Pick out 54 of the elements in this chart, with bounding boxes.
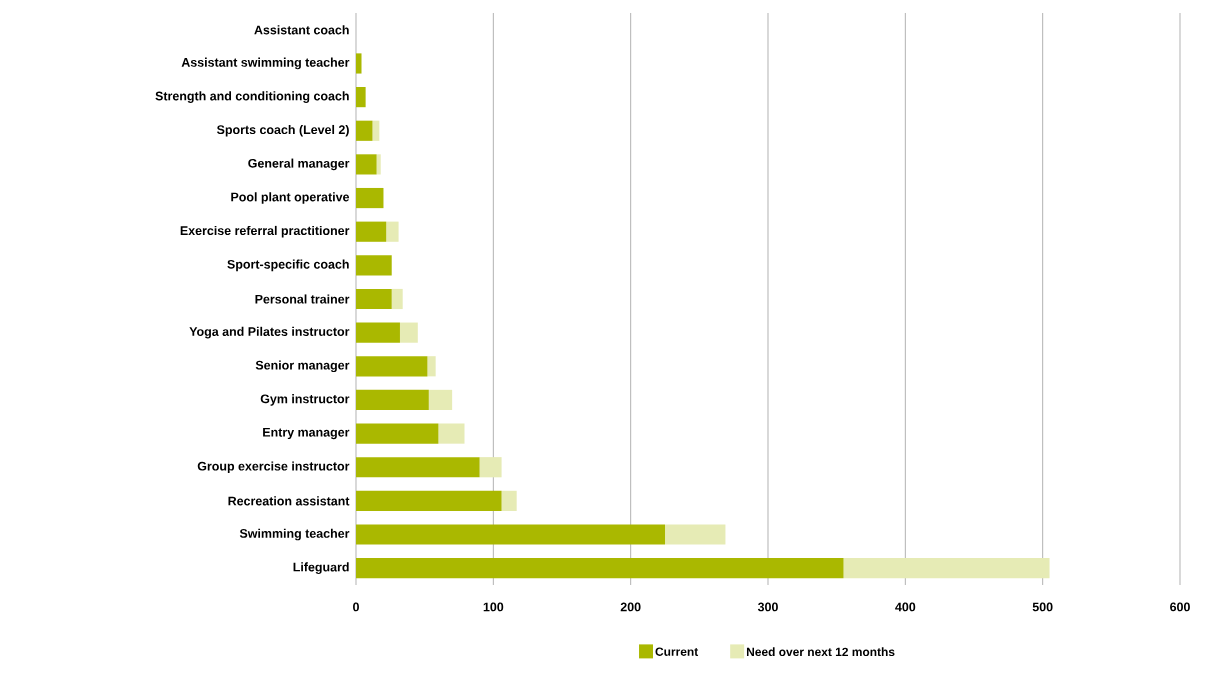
bar bbox=[399, 322, 418, 343]
bar bbox=[356, 524, 666, 545]
bar bbox=[356, 490, 502, 511]
bar bbox=[356, 356, 428, 377]
x-tick-label: 400 bbox=[895, 602, 916, 612]
y-tick-label: Gym instructor bbox=[260, 394, 350, 406]
bar bbox=[376, 154, 381, 175]
bar bbox=[438, 423, 465, 444]
y-tick-label: Lifeguard bbox=[293, 562, 349, 574]
legend-label: Need over next 12 months bbox=[746, 647, 895, 657]
y-tick-label: Assistant coach bbox=[254, 25, 349, 35]
bar bbox=[356, 457, 480, 478]
y-tick-label: Strength and conditioning coach bbox=[155, 91, 349, 103]
bar bbox=[356, 322, 400, 343]
y-tick-label: General manager bbox=[248, 158, 350, 171]
y-tick-label: Personal trainer bbox=[255, 294, 350, 304]
x-tick-label: 300 bbox=[757, 602, 778, 612]
bar bbox=[356, 423, 439, 444]
y-tick-label: Swimming teacher bbox=[239, 528, 350, 541]
bar bbox=[356, 221, 387, 242]
x-tick-label: 100 bbox=[483, 602, 504, 612]
bar bbox=[479, 457, 502, 478]
y-tick-label: Pool plant operative bbox=[231, 192, 350, 204]
bar bbox=[391, 288, 403, 310]
bar bbox=[665, 524, 726, 545]
y-tick-label: Sports coach (Level 2) bbox=[216, 124, 349, 137]
y-tick-label: Senior manager bbox=[255, 360, 350, 373]
x-tick-label: 500 bbox=[1032, 602, 1053, 612]
y-tick-label: Yoga and Pilates instructor bbox=[189, 326, 350, 339]
bar bbox=[356, 187, 384, 209]
bar bbox=[356, 120, 373, 141]
bar bbox=[372, 120, 380, 141]
x-tick-label: 200 bbox=[620, 602, 641, 612]
y-tick-label: Recreation assistant bbox=[228, 496, 350, 506]
bar bbox=[356, 154, 377, 175]
bar bbox=[501, 490, 517, 511]
x-tick-label: 600 bbox=[1170, 602, 1190, 612]
bar bbox=[356, 288, 392, 310]
bar bbox=[356, 558, 844, 579]
y-tick-label: Entry manager bbox=[263, 427, 350, 440]
y-tick-label: Assistant swimming teacher bbox=[181, 57, 350, 70]
y-tick-label: Group exercise instructor bbox=[197, 461, 350, 474]
bar bbox=[356, 53, 362, 74]
bar bbox=[843, 558, 1050, 579]
bar bbox=[386, 221, 399, 242]
bar bbox=[428, 389, 453, 411]
y-tick-label: Exercise referral practitioner bbox=[180, 225, 350, 238]
y-tick-label: Sport-specific coach bbox=[227, 259, 349, 272]
legend-label: Current bbox=[655, 647, 699, 656]
x-tick-label: 0 bbox=[353, 602, 359, 612]
bar bbox=[356, 389, 429, 411]
bar bbox=[356, 87, 366, 108]
bar bbox=[356, 255, 392, 276]
bar bbox=[427, 356, 436, 377]
